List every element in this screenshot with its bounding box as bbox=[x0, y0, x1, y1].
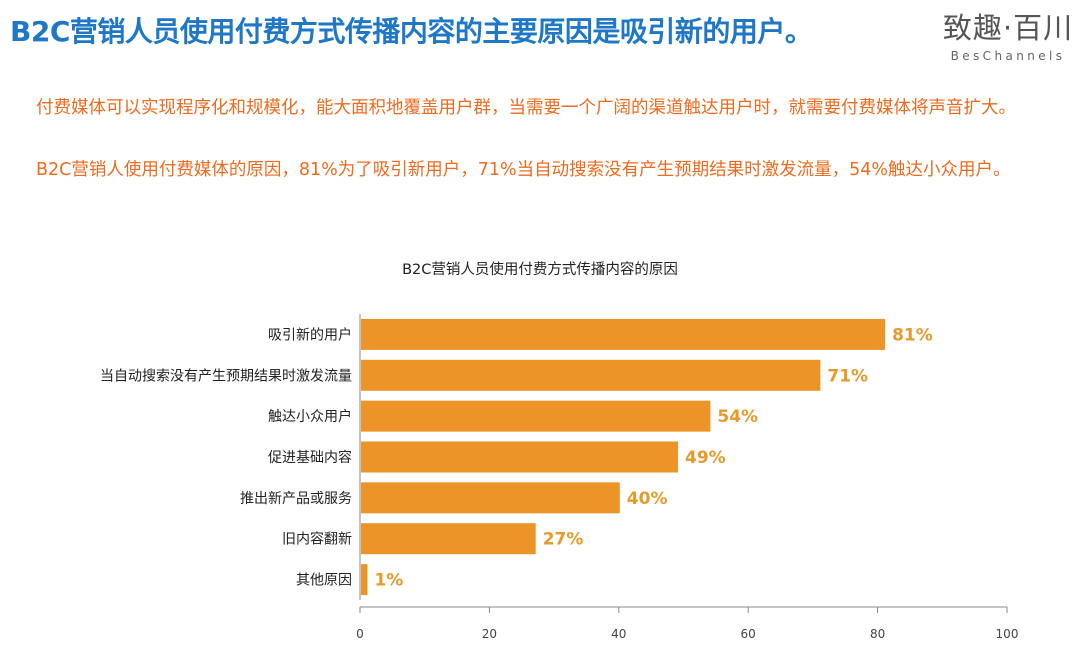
value-label: 40% bbox=[627, 489, 668, 509]
bar bbox=[361, 523, 536, 555]
slide-title: B2C营销人员使用付费方式传播内容的主要原因是吸引新的用户。 bbox=[10, 15, 813, 48]
category-label: 当自动搜索没有产生预期结果时激发流量 bbox=[100, 367, 352, 384]
value-label: 71% bbox=[827, 366, 868, 386]
value-label: 27% bbox=[543, 530, 584, 550]
x-tick-label: 20 bbox=[482, 627, 497, 641]
category-label: 吸引新的用户 bbox=[268, 326, 352, 343]
value-label: 54% bbox=[717, 407, 758, 427]
category-label: 旧内容翻新 bbox=[282, 531, 352, 548]
summary-paragraph-1: 付费媒体可以实现程序化和规模化，能大面积地覆盖用户群，当需要一个广阔的渠道触达用… bbox=[36, 98, 1016, 118]
brand-name-cn: 致趣·百川 bbox=[942, 11, 1074, 45]
x-tick-label: 80 bbox=[870, 627, 885, 641]
bar bbox=[361, 482, 620, 514]
bar bbox=[361, 318, 886, 350]
bar bbox=[361, 441, 679, 473]
value-label: 81% bbox=[892, 325, 933, 345]
category-label: 其他原因 bbox=[296, 573, 352, 589]
value-label: 49% bbox=[685, 448, 726, 468]
category-label: 触达小众用户 bbox=[268, 408, 352, 425]
value-label: 1% bbox=[374, 571, 403, 591]
category-label: 促进基础内容 bbox=[268, 449, 352, 466]
x-tick-label: 0 bbox=[356, 627, 364, 641]
brand-logo: 致趣·百川 BesChannels bbox=[940, 10, 1076, 64]
bar bbox=[361, 359, 821, 391]
brand-name-en: BesChannels bbox=[950, 49, 1066, 63]
summary-paragraph-2: B2C营销人使用付费媒体的原因，81%为了吸引新用户，71%当自动搜索没有产生预… bbox=[36, 160, 1011, 180]
x-tick-label: 60 bbox=[741, 627, 756, 641]
x-tick-label: 100 bbox=[996, 627, 1019, 641]
bar bbox=[361, 400, 711, 432]
category-label: 推出新产品或服务 bbox=[240, 491, 352, 507]
x-tick-label: 40 bbox=[611, 627, 626, 641]
chart-title: B2C营销人员使用付费方式传播内容的原因 bbox=[402, 262, 678, 278]
bar bbox=[361, 564, 368, 596]
